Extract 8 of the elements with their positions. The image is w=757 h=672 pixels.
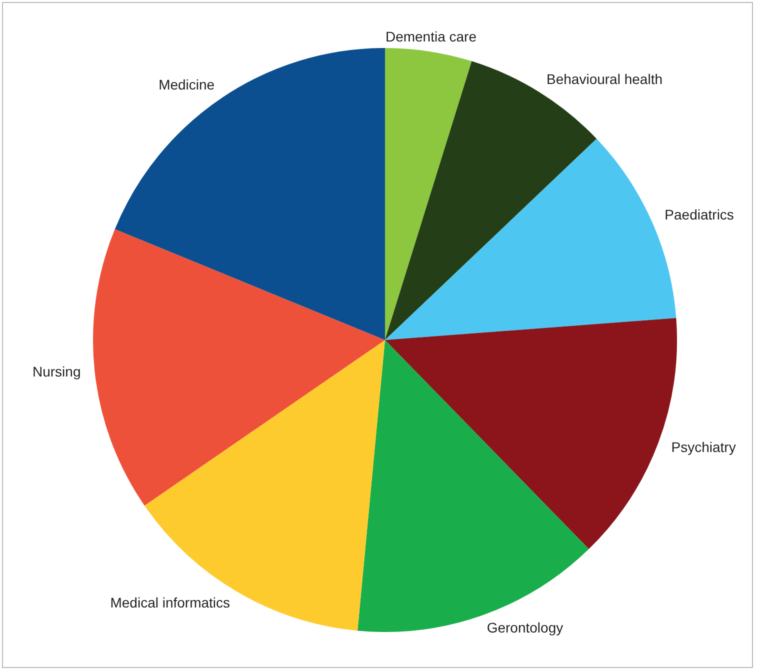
slice-label: Medicine [158,76,215,93]
slice-label: Paediatrics [664,206,734,223]
slice-label: Behavioural health [546,70,663,87]
slice-label: Dementia care [385,28,477,44]
slice-label: Psychiatry [671,439,736,456]
slice-label: Medical informatics [110,594,230,611]
slice-label: Nursing [32,363,81,380]
slice-label: Gerontology [486,619,564,636]
